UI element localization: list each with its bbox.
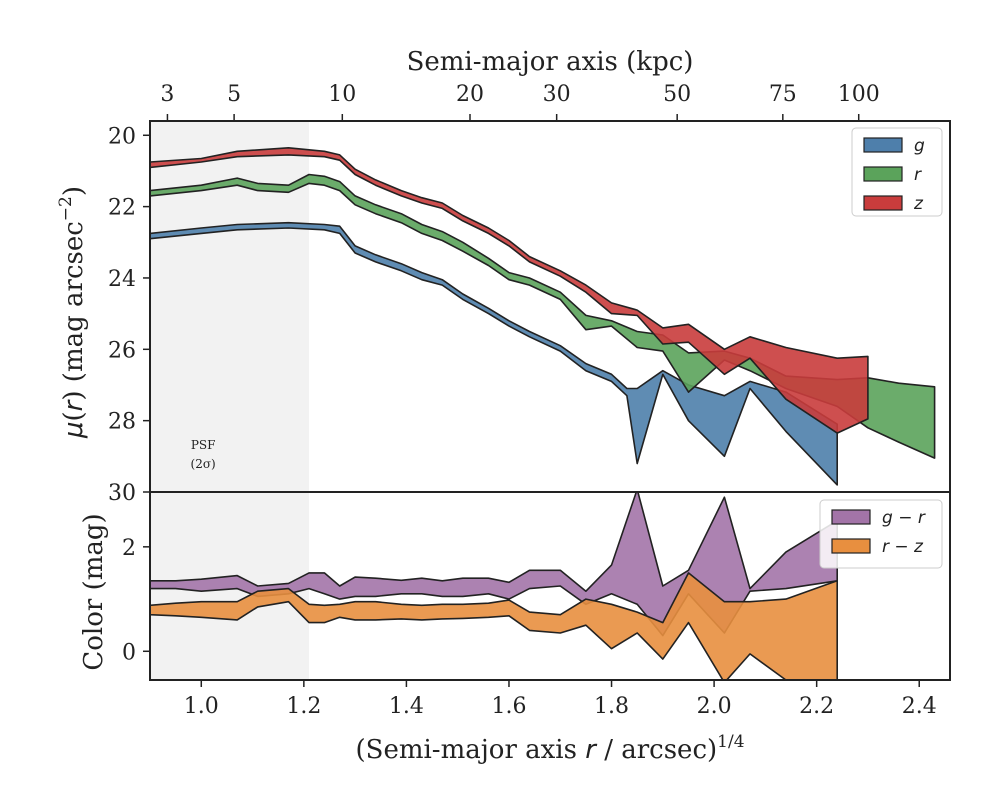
legend-bottom-swatch <box>831 538 871 554</box>
legend-top-swatch <box>863 166 903 182</box>
x-axis-title: (Semi-major axis r / arcsec)1/4 <box>355 732 744 765</box>
y-axis-title-sym: μ <box>59 421 89 439</box>
x-axis-title-var: r <box>585 735 598 765</box>
bottom-panel-frame <box>149 491 951 681</box>
y-axis-title-sup: −2 <box>56 196 76 221</box>
top-tick-label: 100 <box>838 82 880 107</box>
psf-label-line2: (2σ) <box>191 457 216 471</box>
legend-top-swatch <box>863 195 903 211</box>
psf-shaded-region-top <box>150 121 309 492</box>
top-tick-label: 30 <box>543 82 571 107</box>
y-axis-title-end: ) <box>59 186 89 196</box>
x-tick-label: 1.2 <box>286 694 321 719</box>
y-axis-title-var: r <box>59 398 89 411</box>
y-tick-label-top: 26 <box>108 338 136 363</box>
y-axis-title-bottom: Color (mag) <box>79 513 109 670</box>
y-tick-label-bottom: 2 <box>122 536 136 561</box>
x-tick-label: 1.4 <box>389 694 424 719</box>
legend-top: grz <box>851 127 943 217</box>
legend-bottom-label: r − z <box>882 537 924 557</box>
x-tick-label: 1.0 <box>184 694 219 719</box>
top-tick-label: 5 <box>227 82 241 107</box>
psf-label-line1: PSF <box>191 438 216 452</box>
legend-top-swatch <box>863 137 903 153</box>
x-tick-label: 2.2 <box>799 694 834 719</box>
legend-bottom-swatch <box>831 509 871 525</box>
top-tick-label: 75 <box>769 82 797 107</box>
y-axis-title-unit: (mag arcsec <box>59 221 89 390</box>
y-tick-label-top: 28 <box>108 410 136 435</box>
x-axis-title-sup: 1/4 <box>717 732 744 752</box>
top-axis-title: Semi-major axis (kpc) <box>407 47 694 77</box>
legend-top-label: g <box>914 136 925 156</box>
y-tick-label-top: 20 <box>108 124 136 149</box>
legend-bottom-label: g − r <box>882 508 926 528</box>
x-tick-label: 2.0 <box>697 694 732 719</box>
band-g <box>150 221 838 486</box>
y-tick-label-top: 22 <box>108 196 136 221</box>
axis-ticks: 20 22 24 26 28 30 0 2 1.0 1.2 1.4 1.6 1.8 2.0 2.2 2.4 3 5… <box>108 82 937 719</box>
y-axis-title-close: ) <box>59 390 89 400</box>
y-axis-title-top: μ(r) (mag arcsec−2) <box>56 186 89 439</box>
top-tick-label: 10 <box>328 82 356 107</box>
x-tick-label: 1.8 <box>594 694 629 719</box>
legend-bottom: g − r r − z <box>819 499 943 569</box>
x-tick-label: 1.6 <box>491 694 526 719</box>
y-axis-title-open: ( <box>59 411 89 421</box>
x-axis-title-post: / arcsec) <box>596 735 717 765</box>
color-bands <box>150 492 838 680</box>
x-tick-label: 2.4 <box>902 694 937 719</box>
band-z <box>150 147 869 434</box>
band-r <box>150 173 936 459</box>
y-tick-label-top: 24 <box>108 267 136 292</box>
x-axis-title-pre: (Semi-major axis <box>355 735 585 765</box>
top-tick-label: 20 <box>456 82 484 107</box>
y-tick-label-top: 30 <box>108 481 136 506</box>
profile-bands <box>150 147 936 486</box>
band-rz <box>150 572 838 680</box>
legend-top-label: r <box>914 165 922 185</box>
y-tick-label-bottom: 0 <box>122 640 136 665</box>
legend-top-label: z <box>913 194 924 214</box>
top-tick-label: 3 <box>160 82 174 107</box>
top-tick-label: 50 <box>663 82 691 107</box>
